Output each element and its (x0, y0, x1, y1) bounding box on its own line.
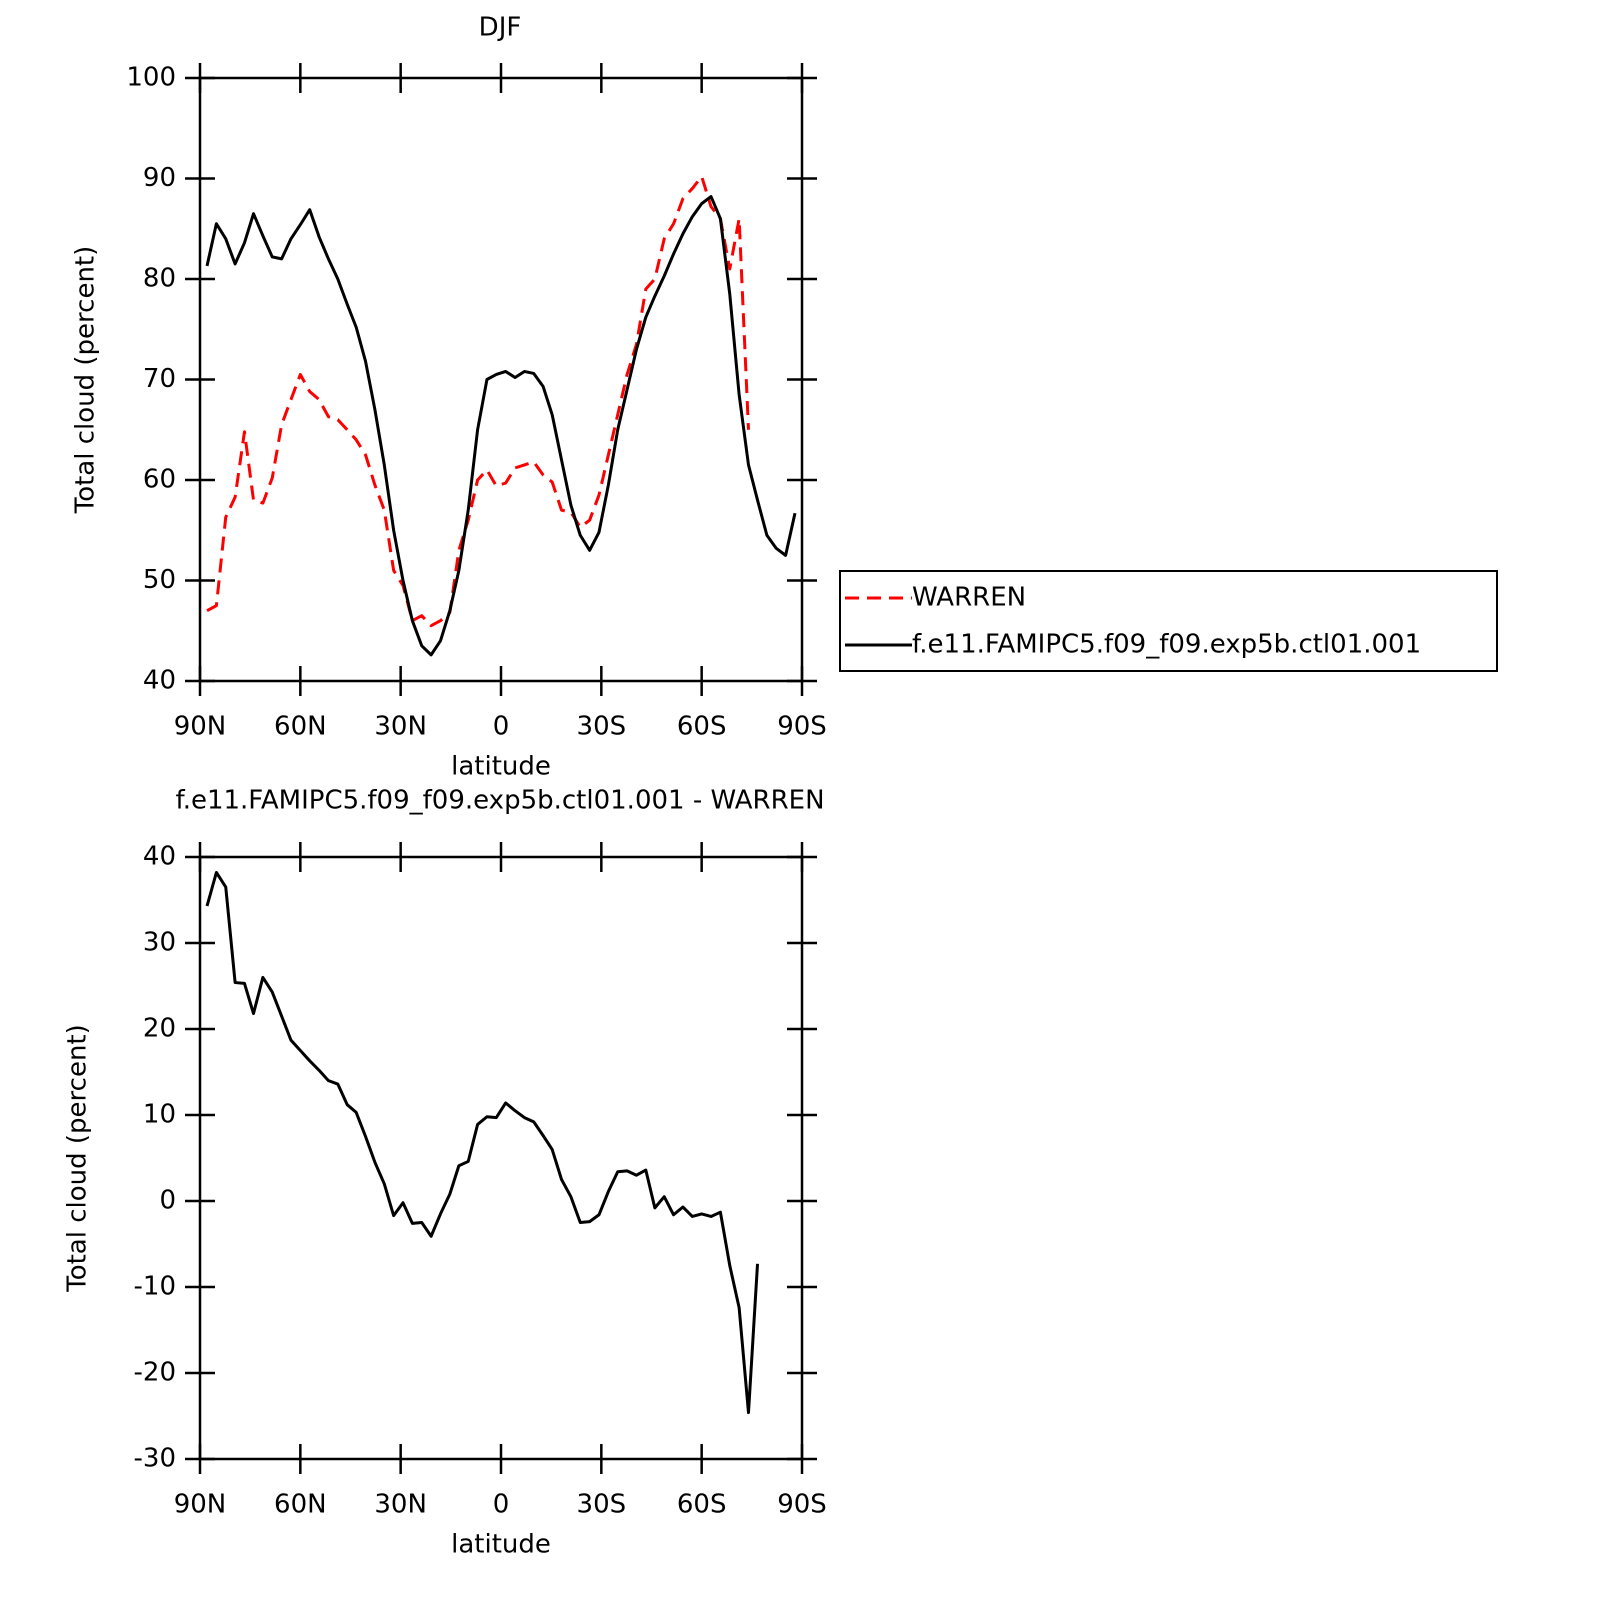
x-tick-label: 90S (777, 1490, 827, 1520)
chart-title: f.e11.FAMIPC5.f09_f09.exp5b.ctl01.001 - … (175, 786, 824, 816)
data-line (206, 174, 750, 628)
plot-frame (198, 76, 804, 683)
y-tick-label: 20 (143, 1014, 176, 1044)
x-tick-label: 90N (174, 712, 227, 742)
x-tick-label: 0 (493, 712, 510, 742)
x-tick-label: 90N (174, 1490, 227, 1520)
x-tick-label: 30N (374, 1490, 427, 1520)
y-tick-label: 0 (159, 1186, 176, 1216)
y-tick-label: 40 (143, 666, 176, 696)
legend-box (839, 570, 1498, 672)
x-axis-label: latitude (451, 1530, 551, 1560)
y-tick-label: 100 (126, 63, 176, 93)
y-axis-label: Total cloud (percent) (63, 1024, 93, 1293)
x-tick-label: 0 (493, 1490, 510, 1520)
x-tick-label: 30N (374, 712, 427, 742)
chart-title: DJF (479, 13, 522, 43)
data-line (205, 195, 797, 657)
y-axis-label: Total cloud (percent) (71, 246, 101, 515)
y-tick-label: 50 (143, 565, 176, 595)
x-tick-label: 60N (274, 712, 327, 742)
x-tick-label: 90S (777, 712, 827, 742)
x-tick-label: 30S (577, 712, 627, 742)
y-tick-label: 60 (143, 465, 176, 495)
data-line (205, 870, 760, 1415)
y-tick-label: -30 (134, 1444, 176, 1474)
x-tick-label: 60S (677, 712, 727, 742)
y-tick-label: 40 (143, 842, 176, 872)
x-tick-label: 30S (577, 1490, 627, 1520)
y-tick-label: -10 (134, 1272, 176, 1302)
y-tick-label: 30 (143, 928, 176, 958)
y-tick-label: -20 (134, 1358, 176, 1388)
x-tick-label: 60S (677, 1490, 727, 1520)
y-tick-label: 10 (143, 1100, 176, 1130)
plot-frame (198, 855, 804, 1461)
y-tick-label: 70 (143, 364, 176, 394)
x-axis-label: latitude (451, 752, 551, 782)
y-tick-label: 90 (143, 163, 176, 193)
legend-label: WARREN (912, 583, 1026, 613)
x-tick-label: 60N (274, 1490, 327, 1520)
legend-label: f.e11.FAMIPC5.f09_f09.exp5b.ctl01.001 (912, 630, 1421, 660)
y-tick-label: 80 (143, 264, 176, 294)
